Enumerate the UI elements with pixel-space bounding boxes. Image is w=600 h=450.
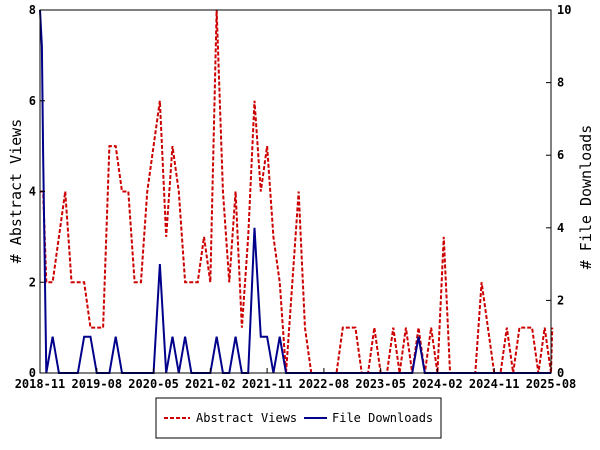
legend: Abstract Views File Downloads — [155, 397, 442, 439]
x-tick-label: 2021-11 — [242, 377, 293, 391]
x-tick-label: 2018-11 — [15, 377, 66, 391]
x-tick-label: 2023-05 — [355, 377, 406, 391]
left-tick-label: 2 — [29, 275, 36, 289]
right-tick-label: 0 — [557, 366, 564, 380]
left-tick-label: 0 — [29, 366, 36, 380]
left-tick-label: 6 — [29, 94, 36, 108]
left-tick-label: 8 — [29, 3, 36, 17]
x-tick-label: 2025-08 — [526, 377, 577, 391]
right-tick-label: 2 — [557, 293, 564, 307]
right-axis-title: # File Downloads — [577, 125, 595, 270]
right-tick-label: 6 — [557, 148, 564, 162]
legend-box — [155, 397, 442, 439]
right-tick-label: 8 — [557, 76, 564, 90]
legend-label-abstract-views: Abstract Views — [196, 411, 297, 425]
x-tick-label: 2022-08 — [299, 377, 350, 391]
x-tick-label: 2024-02 — [412, 377, 463, 391]
right-tick-label: 4 — [557, 221, 564, 235]
ticks-layer: 0 2 4 6 8 0 2 4 6 8 10 2018-11 2019-08 2020-05 2021-02… — [15, 3, 577, 391]
right-tick-label: 10 — [557, 3, 571, 17]
x-tick-label: 2024-11 — [469, 377, 520, 391]
left-axis-title: # Abstract Views — [7, 119, 25, 264]
left-tick-label: 4 — [29, 185, 36, 199]
legend-label-file-downloads: File Downloads — [332, 411, 433, 425]
x-tick-label: 2019-08 — [71, 377, 122, 391]
x-tick-label: 2020-05 — [128, 377, 179, 391]
x-tick-label: 2021-02 — [185, 377, 236, 391]
